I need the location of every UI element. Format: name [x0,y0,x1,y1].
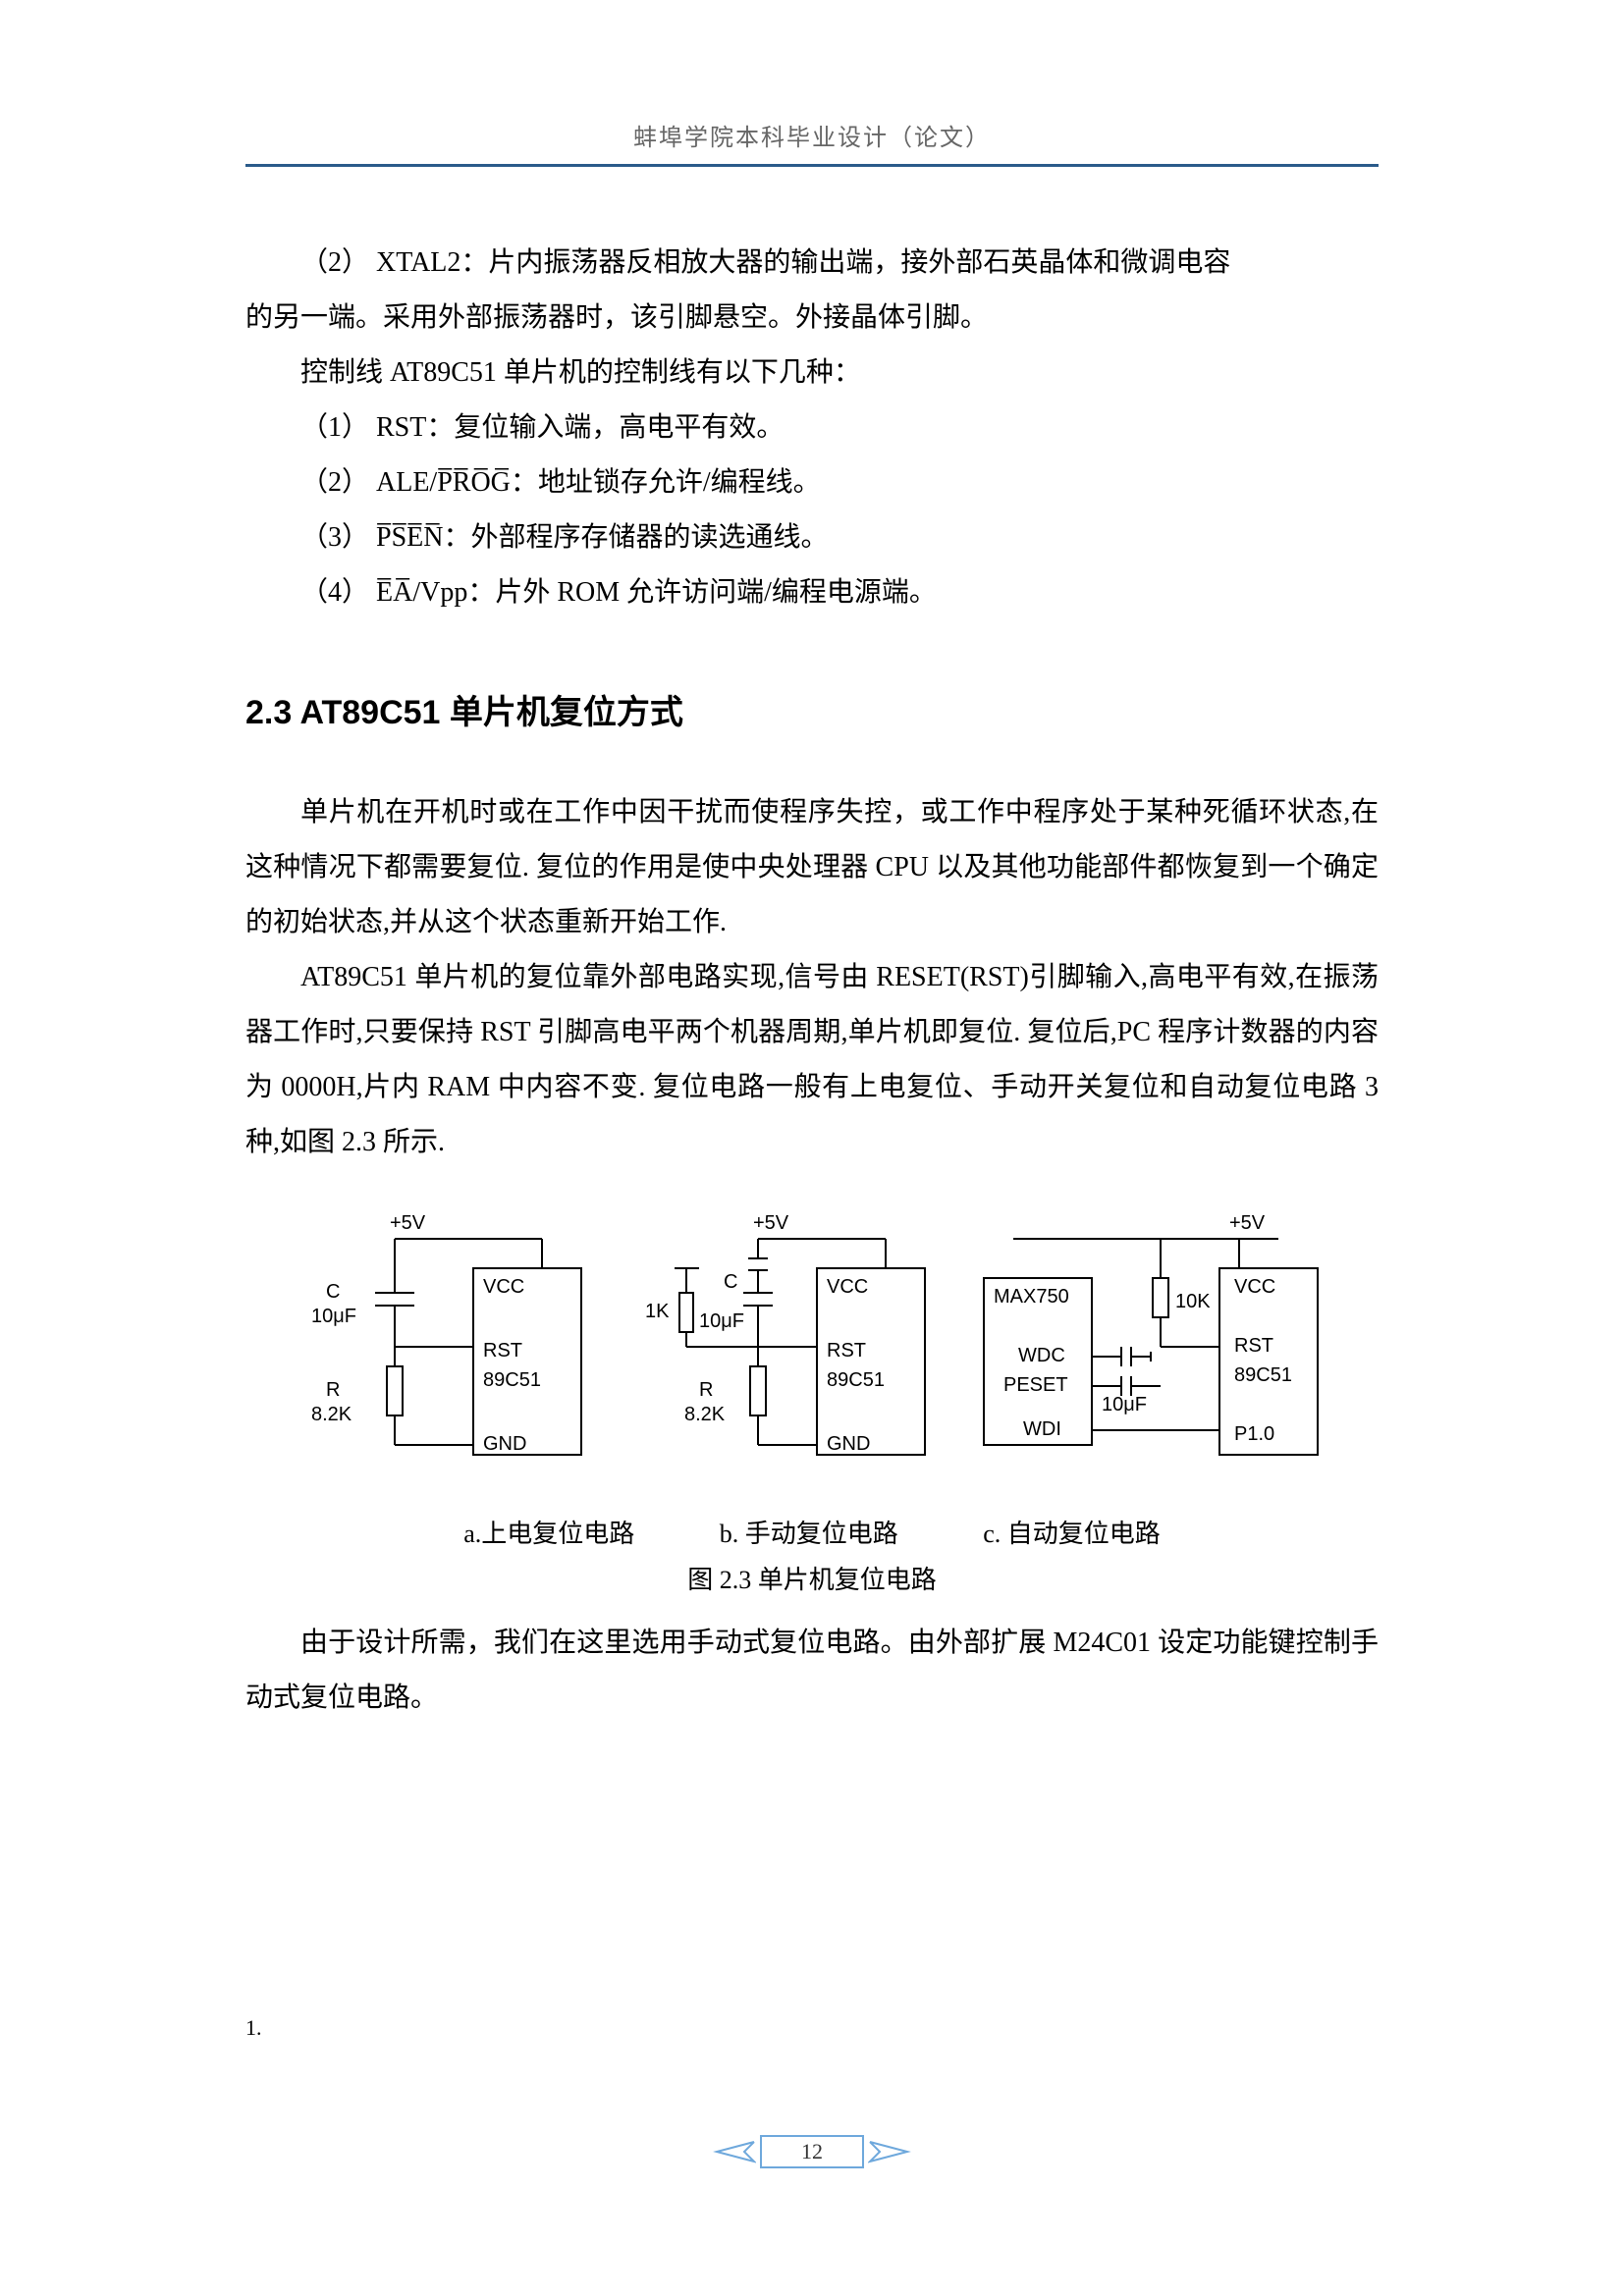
svg-text:C: C [724,1271,737,1293]
circuit-captions: a.上电复位电路 b. 手动复位电路 c. 自动复位电路 [245,1514,1379,1550]
paragraph-2: AT89C51 单片机的复位靠外部电路实现,信号由 RESET(RST)引脚输入… [245,950,1379,1170]
svg-text:WDC: WDC [1018,1345,1065,1366]
svg-text:8.2K: 8.2K [311,1404,352,1425]
svg-text:1K: 1K [645,1301,670,1322]
svg-text:+5V: +5V [1229,1212,1266,1234]
svg-text:RST: RST [1234,1335,1273,1357]
svg-text:89C51: 89C51 [1234,1364,1292,1386]
svg-text:10K: 10K [1175,1291,1211,1312]
svg-text:C: C [326,1281,340,1303]
svg-text:+5V: +5V [753,1212,789,1234]
ctrl-item-3: （3） P̅S̅E̅N̅：外部程序存储器的读选通线。 [245,510,1379,565]
svg-text:R: R [699,1379,713,1401]
svg-text:GND: GND [827,1433,870,1455]
circuit-c: +5V MAX750 10K WDC PESET WDI 10μF VCC RS… [964,1209,1327,1484]
svg-text:10μF: 10μF [1102,1394,1147,1415]
header-underline [245,164,1379,167]
svg-text:RST: RST [483,1340,522,1362]
footnote-marker: 1. [245,2015,262,2041]
caption-b: b. 手动复位电路 [720,1514,898,1550]
svg-text:VCC: VCC [827,1276,868,1298]
body-text-block: （2） XTAL2：片内振荡器反相放大器的输出端，接外部石英晶体和微调电容 的另… [245,236,1379,1170]
svg-text:GND: GND [483,1433,526,1455]
svg-text:MAX750: MAX750 [994,1286,1069,1308]
xtal2-line-1: （2） XTAL2：片内振荡器反相放大器的输出端，接外部石英晶体和微调电容 [245,236,1379,291]
svg-text:VCC: VCC [1234,1276,1275,1298]
svg-text:RST: RST [827,1340,866,1362]
svg-text:8.2K: 8.2K [684,1404,726,1425]
ctrl-intro: 控制线 AT89C51 单片机的控制线有以下几种： [245,346,1379,400]
svg-text:10μF: 10μF [699,1310,744,1332]
caption-c: c. 自动复位电路 [983,1514,1161,1550]
circuit-a: +5V C 10μF R 8.2K VCC RST 89C51 GND [297,1209,601,1484]
figure-caption: 图 2.3 单片机复位电路 [245,1560,1379,1596]
page-arrow-left-icon [697,2138,756,2165]
circuit-b: +5V 1K C 10μF R 8.2K VCC RST 89C51 GND [621,1209,945,1484]
svg-text:WDI: WDI [1023,1418,1061,1440]
svg-text:VCC: VCC [483,1276,524,1298]
paragraph-3: 由于设计所需，我们在这里选用手动式复位电路。由外部扩展 M24C01 设定功能键… [245,1616,1379,1726]
svg-text:R: R [326,1379,340,1401]
svg-text:+5V: +5V [390,1212,426,1234]
caption-a: a.上电复位电路 [463,1514,634,1550]
svg-text:89C51: 89C51 [483,1369,541,1391]
ctrl-item-1: （1） RST：复位输入端，高电平有效。 [245,400,1379,455]
section-heading-2-3: 2.3 AT89C51 单片机复位方式 [245,679,1379,746]
circuit-diagram-row: +5V C 10μF R 8.2K VCC RST 89C51 GND [245,1209,1379,1484]
xtal2-line-2: 的另一端。采用外部振荡器时，该引脚悬空。外接晶体引脚。 [245,291,1379,346]
svg-text:PESET: PESET [1003,1374,1068,1396]
svg-text:89C51: 89C51 [827,1369,885,1391]
body-text-after-fig: 由于设计所需，我们在这里选用手动式复位电路。由外部扩展 M24C01 设定功能键… [245,1616,1379,1726]
svg-text:10μF: 10μF [311,1306,356,1327]
paragraph-1: 单片机在开机时或在工作中因干扰而使程序失控，或工作中程序处于某种死循环状态,在这… [245,785,1379,950]
page-number: 12 [760,2135,864,2168]
page-arrow-right-icon [868,2138,927,2165]
ctrl-item-2: （2） ALE/P̅R̅O̅G̅：地址锁存允许/编程线。 [245,455,1379,510]
page-header-title: 蚌埠学院本科毕业设计（论文） [245,118,1379,152]
svg-text:P1.0: P1.0 [1234,1423,1274,1445]
ctrl-item-4: （4） E̅A̅/Vpp：片外 ROM 允许访问端/编程电源端。 [245,565,1379,620]
page-footer: 12 [697,2135,927,2168]
page-number-box: 12 [697,2135,927,2168]
